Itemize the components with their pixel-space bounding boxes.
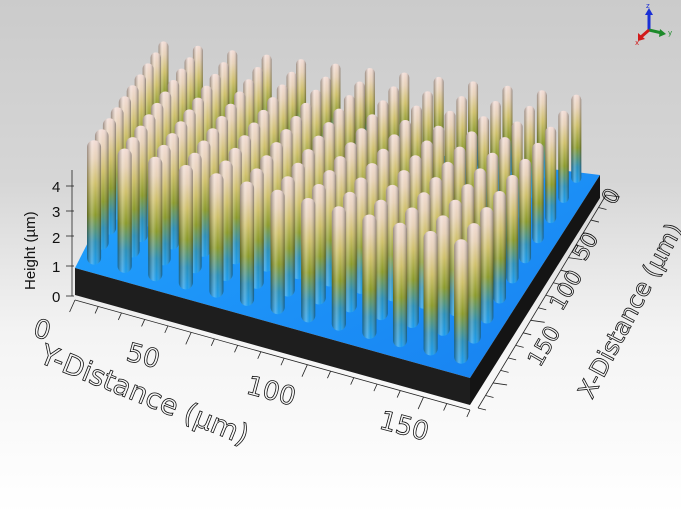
x-tick-mark — [500, 370, 509, 373]
y-tick-mark — [257, 351, 262, 359]
pillar-shading — [454, 239, 469, 364]
pillar-shading — [270, 189, 285, 315]
pillar-shading — [480, 207, 494, 324]
x-tick-150: 150 — [524, 322, 567, 371]
pillar-shading — [519, 158, 532, 264]
pillar-shading — [312, 184, 326, 305]
y-tick-mark — [69, 299, 76, 313]
x-tick-mark — [485, 395, 494, 398]
y-tick-mark — [141, 319, 146, 327]
triad-z-label: z — [646, 2, 650, 10]
z-axis: 0 1 2 3 4 Height (µm) — [22, 170, 74, 306]
pillar-shading — [301, 197, 316, 323]
pillar-shading — [436, 215, 450, 336]
z-tick-2: 2 — [52, 230, 60, 247]
triad-y-label: y — [668, 29, 672, 37]
pillar-shading — [148, 156, 163, 282]
pillar-shading — [374, 199, 388, 321]
x-tick-mark — [477, 407, 487, 411]
surface-front-side — [75, 268, 470, 405]
z-tick-0: 0 — [52, 289, 60, 306]
y-tick-mark — [417, 396, 424, 410]
pillar-shading — [331, 206, 346, 331]
pillar-shading — [87, 140, 102, 265]
y-tick-mark — [185, 332, 192, 345]
y-tick-mark — [94, 306, 99, 314]
orientation-triad: z y x — [635, 2, 672, 47]
x-tick-mark — [583, 232, 592, 235]
y-arrow-icon — [659, 29, 666, 37]
pillar-shading — [209, 173, 224, 298]
x-arrow-icon — [638, 33, 645, 41]
x-tick-mark — [560, 269, 569, 273]
y-tick-mark — [443, 403, 448, 411]
pillar-shading — [392, 222, 408, 348]
y-tick-50: 50 — [123, 338, 163, 376]
pillar-shading — [506, 174, 519, 284]
y-tick-mark — [301, 364, 308, 377]
z-axis-label: Height (µm) — [22, 211, 39, 290]
y-tick-mark — [327, 371, 331, 379]
x-tick-mark — [545, 294, 554, 298]
y-tick-mark — [350, 377, 355, 385]
pillar-shading — [532, 142, 544, 244]
x-tick-mark — [493, 382, 508, 386]
x-tick-mark — [598, 207, 607, 210]
x-tick-mark — [508, 357, 517, 361]
y-tick-mark — [280, 358, 285, 366]
y-tick-mark — [466, 409, 471, 418]
x-tick-mark — [515, 344, 524, 348]
x-tick-mark — [590, 219, 600, 223]
pillar-shading — [343, 191, 357, 313]
pillar-shading — [493, 191, 506, 304]
x-tick-mark — [538, 307, 547, 311]
x-tick-0: 0 — [598, 184, 627, 209]
pillar-shading — [405, 207, 419, 328]
x-tick-mark — [530, 319, 545, 323]
x-tick-mark — [523, 332, 532, 336]
pillar-shading — [545, 126, 557, 224]
y-tick-150: 150 — [376, 406, 432, 448]
y-tick-mark — [234, 345, 239, 353]
pillar-shading — [117, 148, 132, 273]
surface-right-side — [470, 175, 600, 405]
triad-x-label: x — [635, 39, 639, 47]
y-tick-mark — [210, 338, 215, 346]
x-tick-mark — [553, 282, 562, 286]
y-tick-100: 100 — [243, 371, 299, 413]
pillar-shading — [178, 164, 193, 290]
x-tick-mark — [575, 244, 584, 248]
y-tick-mark — [164, 325, 169, 334]
z-tick-4: 4 — [52, 179, 60, 196]
y-tick-mark — [396, 390, 401, 398]
pillar-shading — [239, 181, 255, 306]
x-tick-mark — [568, 257, 583, 261]
pillar-shading — [571, 94, 582, 183]
z-tick-3: 3 — [52, 204, 60, 221]
z-tick-1: 1 — [52, 259, 60, 276]
pillar-shading — [558, 110, 569, 204]
y-tick-mark — [373, 383, 378, 392]
pillar-shading — [362, 214, 377, 339]
y-tick-mark — [117, 312, 122, 321]
pillar-shading — [423, 230, 438, 356]
z-arrow-icon — [645, 8, 653, 15]
x-tick-mark — [605, 194, 621, 198]
pillar-shading — [467, 223, 481, 344]
pillar-array — [87, 41, 582, 364]
